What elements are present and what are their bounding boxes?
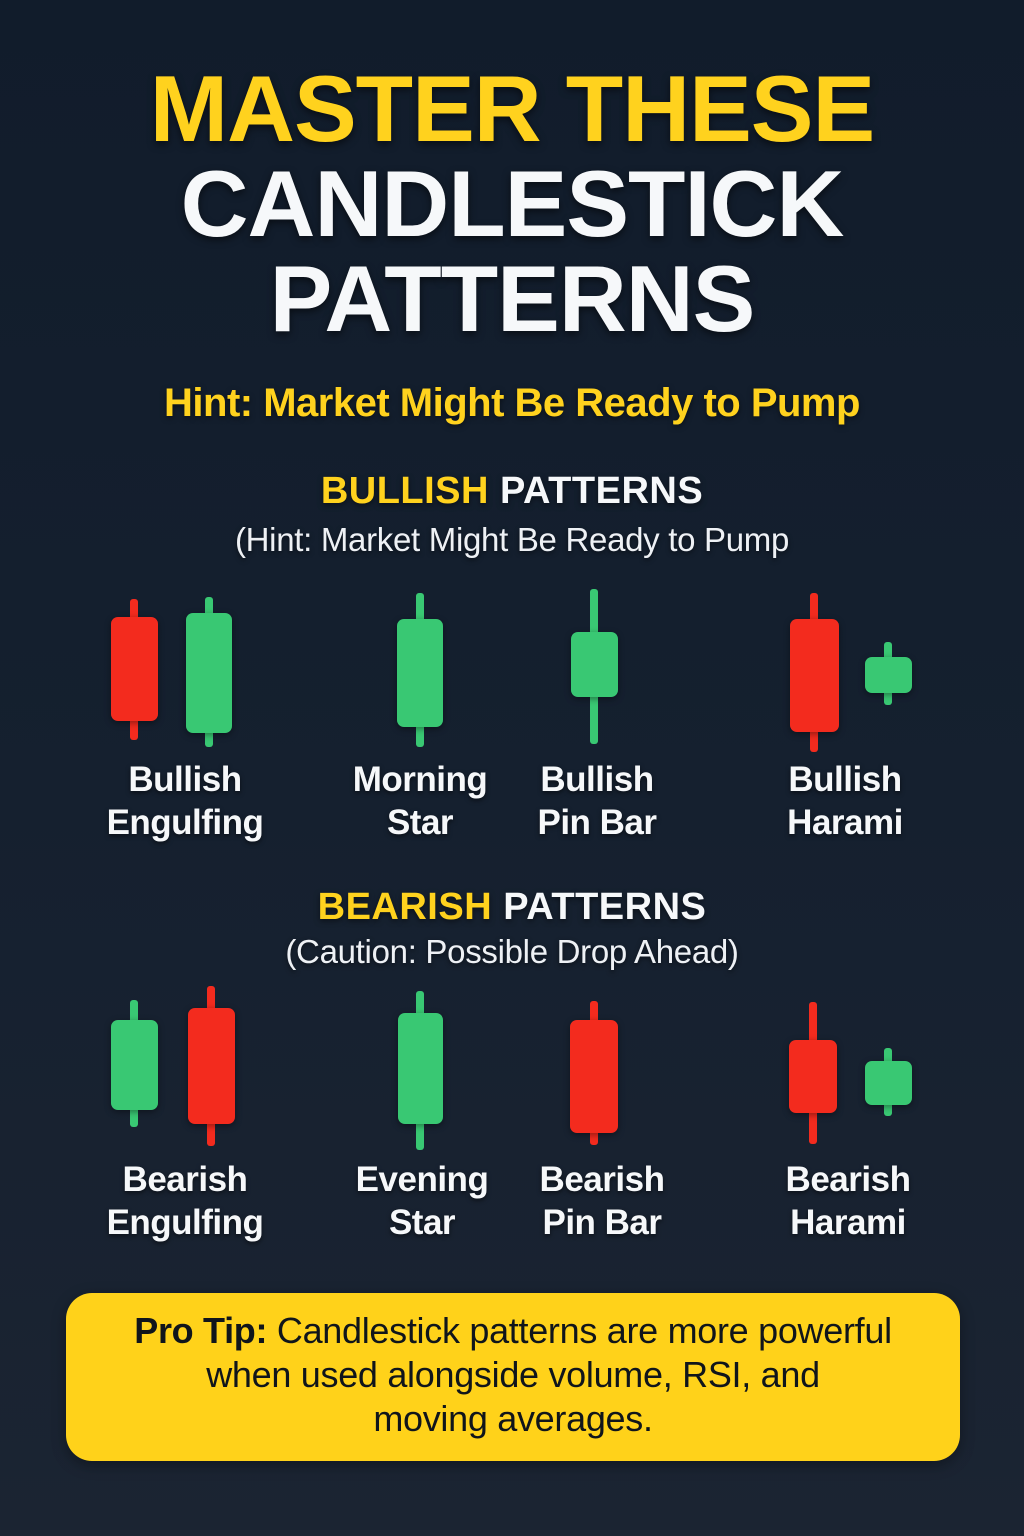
title-line-1: MASTER THESE bbox=[149, 56, 875, 161]
red-candle-body bbox=[789, 1040, 837, 1113]
pattern-label-line: Bullish bbox=[128, 760, 242, 799]
pro-tip-line-2: when used alongside volume, RSI, and bbox=[206, 1354, 820, 1395]
bullish-section-subtitle: (Hint: Market Might Be Ready to Pump bbox=[234, 521, 790, 558]
subtitle-hint: Hint: Market Might Be Ready to Pump bbox=[164, 381, 860, 425]
pattern-label-line: Harami bbox=[787, 803, 903, 842]
pattern-label-line: Bearish bbox=[785, 1160, 911, 1199]
bullish-heading-rest: PATTERNS bbox=[488, 470, 704, 512]
green-candle-body bbox=[397, 619, 443, 727]
pattern-label: Bearish Engulfing bbox=[107, 1158, 264, 1244]
pattern-label-line: Morning bbox=[352, 760, 488, 799]
pattern-label-line: Engulfing bbox=[106, 803, 264, 842]
green-candle-body bbox=[570, 632, 618, 697]
pattern-label: Bearish Harami bbox=[786, 1158, 911, 1244]
pro-tip-line-1: Pro Tip: Candlestick patterns are more p… bbox=[66, 1309, 960, 1353]
title-line-3: PATTERNS bbox=[269, 246, 756, 351]
pattern-label-line: Bearish bbox=[122, 1160, 248, 1199]
red-candle-body bbox=[187, 1008, 235, 1124]
pattern-label-line: Bearish bbox=[539, 1160, 665, 1199]
pro-tip-line-3: moving averages. bbox=[373, 1398, 653, 1439]
pattern-label-line: Engulfing bbox=[106, 1203, 264, 1242]
green-candle-body bbox=[186, 613, 232, 733]
pattern-label: Bullish Pin Bar bbox=[537, 758, 657, 844]
green-candle-body bbox=[397, 1013, 443, 1124]
pattern-label: Bullish Harami bbox=[787, 758, 903, 844]
pro-tip-label: Pro Tip: bbox=[134, 1310, 268, 1351]
pattern-label-line: Pin Bar bbox=[542, 1203, 662, 1242]
title-line-2: CANDLESTICK bbox=[180, 151, 845, 256]
bearish-section-subtitle: (Caution: Possible Drop Ahead) bbox=[285, 933, 739, 970]
pattern-label-line: Star bbox=[386, 803, 454, 842]
green-candle-body bbox=[110, 1020, 158, 1110]
pattern-label-line: Star bbox=[388, 1203, 456, 1242]
pattern-label-line: Bullish bbox=[788, 760, 902, 799]
pattern-label: Bearish Pin Bar bbox=[540, 1158, 665, 1244]
green-candle-body bbox=[864, 1061, 912, 1105]
pattern-label-line: Harami bbox=[790, 1203, 906, 1242]
bullish-heading-accent: BULLISH bbox=[320, 470, 489, 512]
pattern-label: Morning Star bbox=[353, 758, 488, 844]
bearish-heading-accent: BEARISH bbox=[317, 886, 493, 928]
pro-tip-line-1-rest: Candlestick patterns are more powerful bbox=[267, 1310, 892, 1351]
red-candle-body bbox=[789, 619, 839, 732]
bearish-section-header: BEARISH PATTERNS bbox=[0, 884, 1024, 930]
pattern-label-line: Evening bbox=[355, 1160, 489, 1199]
main-title: MASTER THESE CANDLESTICK PATTERNS bbox=[0, 61, 1024, 346]
pro-tip-box: Pro Tip: Candlestick patterns are more p… bbox=[66, 1293, 960, 1461]
pattern-label-line: Pin Bar bbox=[537, 803, 657, 842]
bearish-heading-rest: PATTERNS bbox=[492, 886, 707, 928]
red-candle-body bbox=[570, 1020, 618, 1133]
pattern-label: Evening Star bbox=[356, 1158, 489, 1244]
pattern-label: Bullish Engulfing bbox=[107, 758, 264, 844]
pattern-label-line: Bullish bbox=[540, 760, 654, 799]
green-candle-body bbox=[864, 657, 912, 693]
bullish-section-header: BULLISH PATTERNS bbox=[0, 468, 1024, 514]
red-candle-body bbox=[110, 617, 158, 721]
